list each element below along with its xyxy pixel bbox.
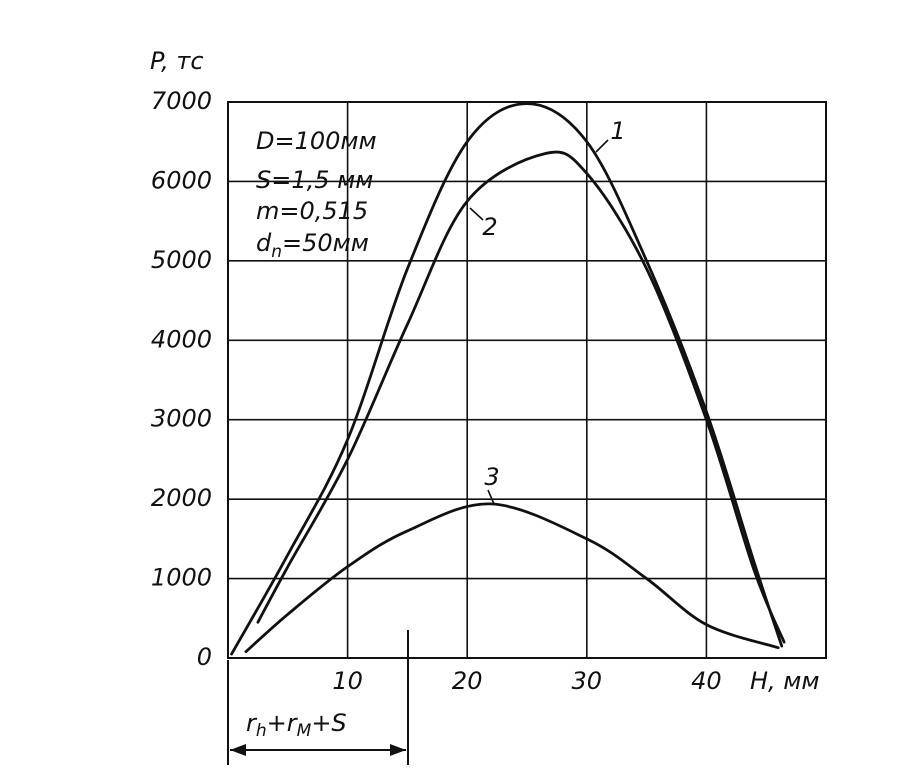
- series-label: 3: [484, 463, 499, 491]
- curve: [256, 150, 786, 644]
- annotation: S=1,5 мм: [256, 166, 373, 194]
- annotation-box: D=100мм S=1,5 мм m=0,515 dn=50мм: [256, 127, 377, 262]
- dimension-part: +S: [311, 709, 346, 737]
- dimension-part: r: [246, 709, 258, 737]
- y-tick-label: 4000: [151, 325, 212, 353]
- annotation-part: d: [256, 229, 272, 257]
- annotation: m=0,515: [256, 197, 368, 225]
- x-axis-label: H, мм: [750, 667, 820, 695]
- dimension-label: rh+rM+S: [246, 709, 347, 741]
- series-label: 2: [482, 213, 497, 241]
- series-label: 1: [610, 117, 625, 145]
- annotation-sub: n: [271, 242, 282, 262]
- annotation: dn=50мм: [256, 229, 369, 262]
- annotation-part: =50мм: [282, 229, 369, 257]
- y-tick-label: 1000: [151, 564, 212, 592]
- y-tick-label: 0: [197, 643, 212, 671]
- y-tick-label: 7000: [151, 87, 212, 115]
- dimension-part: +r: [267, 709, 299, 737]
- leader: [469, 139, 609, 505]
- dimension-sub: M: [297, 721, 312, 741]
- annotation: D=100мм: [256, 127, 377, 155]
- y-tick-label: 3000: [151, 405, 212, 433]
- y-tick-label: 5000: [151, 246, 212, 274]
- y-tick-label: 6000: [151, 166, 212, 194]
- y-tick-label: 2000: [151, 484, 212, 512]
- y-axis-label: P, тс: [150, 47, 204, 75]
- x-tick-label: 30: [572, 667, 603, 695]
- dimension-sub: h: [256, 721, 267, 741]
- x-tick-label: 20: [452, 667, 483, 695]
- x-tick-label: 10: [332, 667, 363, 695]
- curve: [230, 102, 784, 656]
- curve: [244, 502, 780, 654]
- x-tick-label: 40: [691, 667, 722, 695]
